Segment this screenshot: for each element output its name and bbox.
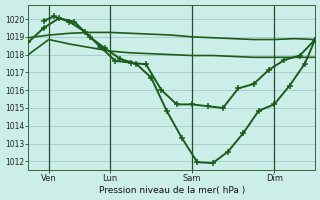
X-axis label: Pression niveau de la mer( hPa ): Pression niveau de la mer( hPa )	[99, 186, 245, 195]
